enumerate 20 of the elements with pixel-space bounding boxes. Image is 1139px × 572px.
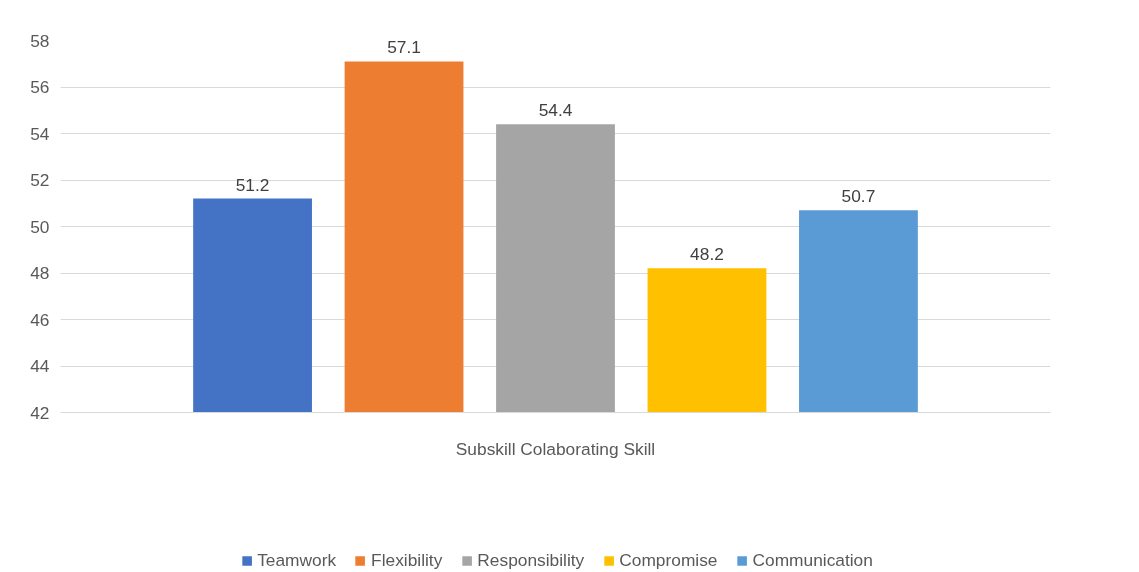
legend-label: Flexibility <box>371 549 443 571</box>
x-tick-label: Subskill Colaborating Skill <box>455 438 656 459</box>
y-tick-label: 50 <box>30 216 50 237</box>
legend-label: Responsibility <box>477 549 585 571</box>
legend-label: Teamwork <box>257 549 337 571</box>
data-label: 48.2 <box>690 244 724 265</box>
data-label: 54.4 <box>538 100 573 121</box>
y-tick-label: 54 <box>30 123 50 144</box>
legend-label: Communication <box>752 549 873 571</box>
y-tick-label: 58 <box>30 30 50 51</box>
data-label: 57.1 <box>387 37 421 58</box>
y-tick-label: 44 <box>30 356 50 376</box>
y-tick-label: 46 <box>30 309 50 330</box>
y-tick-label: 42 <box>30 402 50 423</box>
legend-label: Compromise <box>619 549 718 571</box>
y-tick-label: 48 <box>30 263 50 283</box>
y-tick-label: 52 <box>30 170 50 190</box>
y-tick-label: 56 <box>30 77 50 97</box>
data-label: 50.7 <box>841 186 876 207</box>
data-label: 51.2 <box>235 174 270 195</box>
